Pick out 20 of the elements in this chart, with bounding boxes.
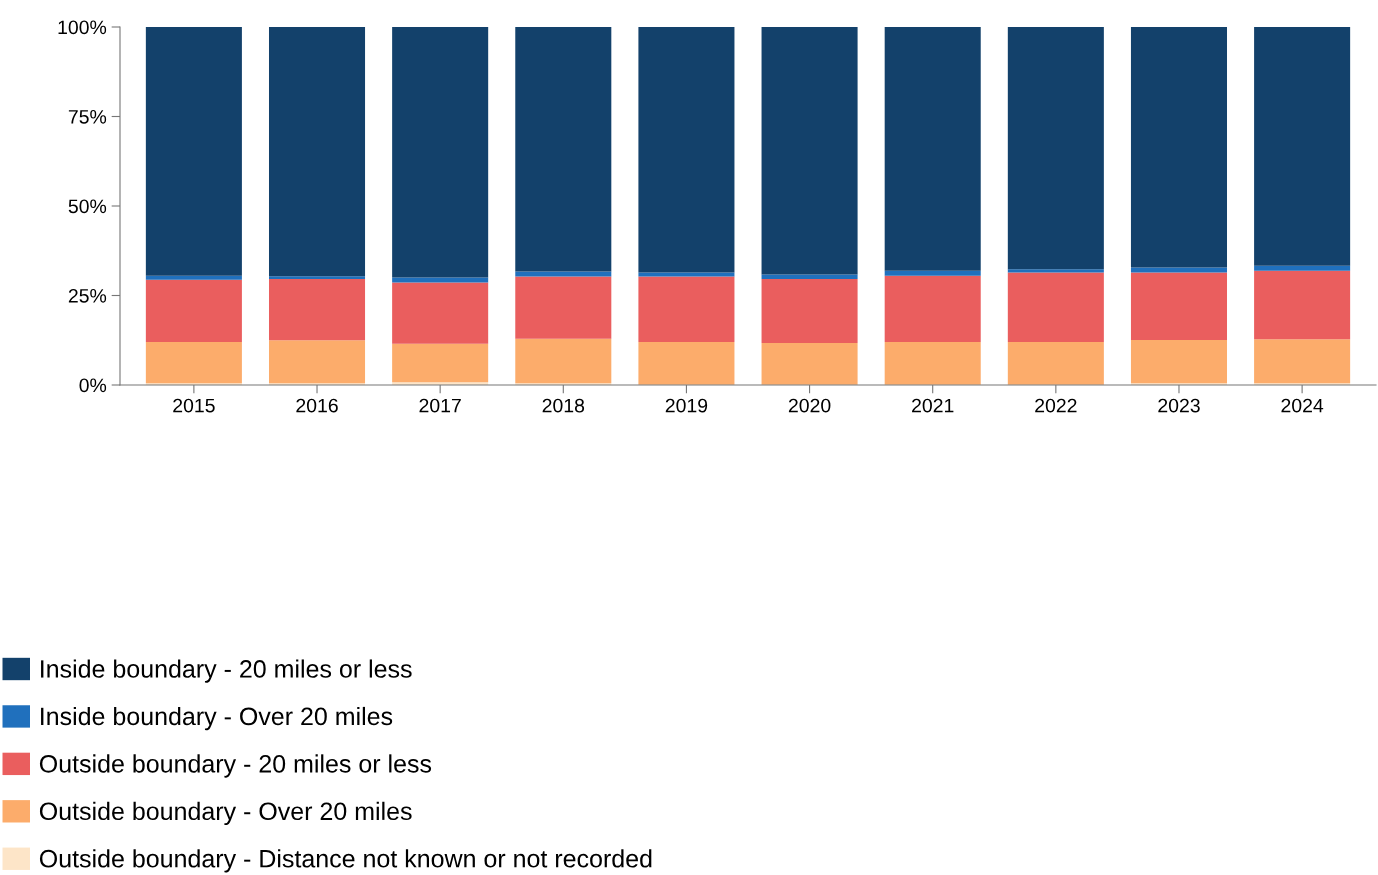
y-tick-label: 25%	[68, 288, 107, 303]
legend-label: Inside boundary - 20 miles or less	[41, 659, 412, 683]
x-tick-label: 2016	[296, 398, 338, 413]
x-tick-label: 2020	[788, 398, 831, 413]
x-tick-label: 2019	[665, 398, 708, 413]
y-tick-label: 75%	[68, 110, 107, 124]
x-tick-label: 2023	[1158, 398, 1200, 413]
legend-label: Outside boundary - Over 20 miles	[39, 801, 412, 826]
legend-label: Inside boundary - Over 20 miles	[41, 706, 393, 731]
x-tick-label: 2015	[173, 398, 215, 413]
y-tick-label: 100%	[58, 20, 107, 35]
x-tick-label: 2018	[542, 398, 585, 413]
x-tick-label: 2017	[419, 398, 461, 413]
y-tick-label: 50%	[68, 199, 107, 214]
x-tick-label: 2021	[912, 398, 954, 413]
y-tick-label: 0%	[79, 378, 107, 393]
x-tick-label: 2024	[1281, 398, 1324, 413]
legend-label: Outside boundary - 20 miles or less	[39, 754, 432, 778]
x-tick-label: 2022	[1035, 398, 1077, 413]
legend-label: Outside boundary - Distance not known or not recorded	[39, 849, 652, 873]
